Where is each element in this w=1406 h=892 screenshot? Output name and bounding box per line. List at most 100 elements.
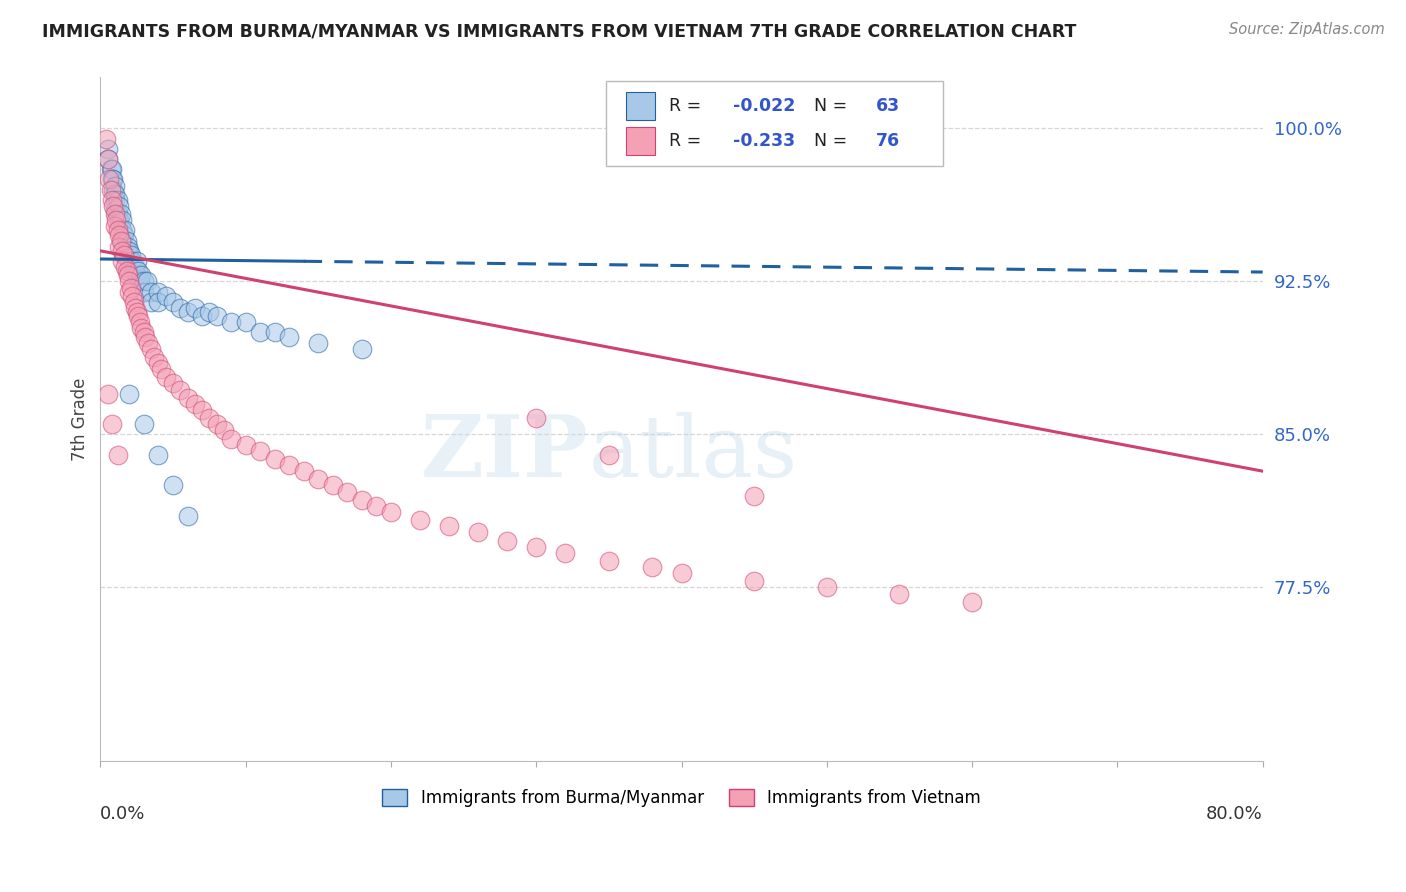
- Text: 63: 63: [876, 97, 900, 115]
- Point: [104, 219, 127, 234]
- Point: [111, 254, 134, 268]
- Text: -0.022: -0.022: [733, 97, 794, 115]
- Point: [110, 234, 132, 248]
- Point: [115, 234, 138, 248]
- Point: [97, 152, 120, 166]
- Point: [278, 329, 301, 343]
- Y-axis label: 7th Grade: 7th Grade: [72, 377, 89, 461]
- Point: [292, 464, 315, 478]
- Point: [554, 546, 576, 560]
- Point: [162, 294, 184, 309]
- Text: Source: ZipAtlas.com: Source: ZipAtlas.com: [1229, 22, 1385, 37]
- Point: [104, 178, 127, 193]
- Point: [169, 383, 191, 397]
- Point: [117, 268, 139, 283]
- Point: [104, 202, 127, 217]
- Point: [141, 294, 163, 309]
- Point: [115, 244, 138, 258]
- Point: [263, 451, 285, 466]
- Point: [322, 478, 344, 492]
- Text: atlas: atlas: [589, 412, 797, 495]
- Point: [96, 131, 118, 145]
- Point: [205, 417, 228, 432]
- Point: [100, 183, 122, 197]
- Point: [128, 275, 150, 289]
- Point: [120, 248, 142, 262]
- Point: [960, 595, 983, 609]
- Point: [278, 458, 301, 472]
- Point: [101, 162, 124, 177]
- Point: [467, 525, 489, 540]
- Point: [350, 492, 373, 507]
- Point: [249, 326, 271, 340]
- Point: [105, 213, 128, 227]
- Point: [107, 448, 129, 462]
- Point: [114, 260, 136, 275]
- Point: [112, 248, 135, 262]
- Point: [135, 275, 157, 289]
- Point: [125, 254, 148, 268]
- Point: [148, 285, 170, 299]
- Point: [815, 581, 838, 595]
- Point: [380, 505, 402, 519]
- Point: [118, 386, 141, 401]
- Point: [191, 309, 214, 323]
- Point: [176, 305, 198, 319]
- Point: [108, 227, 131, 242]
- Text: IMMIGRANTS FROM BURMA/MYANMAR VS IMMIGRANTS FROM VIETNAM 7TH GRADE CORRELATION C: IMMIGRANTS FROM BURMA/MYANMAR VS IMMIGRA…: [42, 22, 1077, 40]
- Point: [104, 207, 127, 221]
- Point: [104, 186, 127, 201]
- Point: [118, 264, 141, 278]
- Point: [169, 301, 191, 315]
- Point: [110, 207, 132, 221]
- Point: [114, 223, 136, 237]
- Point: [742, 489, 765, 503]
- Legend: Immigrants from Burma/Myanmar, Immigrants from Vietnam: Immigrants from Burma/Myanmar, Immigrant…: [375, 782, 987, 814]
- Point: [307, 472, 329, 486]
- Point: [437, 519, 460, 533]
- Point: [235, 315, 257, 329]
- Point: [117, 240, 139, 254]
- Point: [671, 566, 693, 581]
- Point: [235, 437, 257, 451]
- Point: [121, 289, 143, 303]
- Point: [141, 285, 163, 299]
- Text: ZIP: ZIP: [420, 411, 589, 495]
- Point: [148, 294, 170, 309]
- Point: [111, 223, 134, 237]
- Point: [162, 478, 184, 492]
- Point: [641, 560, 664, 574]
- Point: [496, 533, 519, 548]
- Point: [108, 240, 131, 254]
- Point: [307, 335, 329, 350]
- Point: [104, 193, 127, 207]
- Point: [129, 268, 152, 283]
- Point: [101, 172, 124, 186]
- Point: [184, 301, 207, 315]
- Text: R =: R =: [669, 97, 706, 115]
- FancyBboxPatch shape: [626, 93, 655, 120]
- Point: [97, 152, 120, 166]
- Point: [128, 315, 150, 329]
- Point: [350, 342, 373, 356]
- Point: [98, 172, 121, 186]
- Point: [162, 376, 184, 391]
- Text: 76: 76: [876, 132, 900, 150]
- Point: [122, 264, 145, 278]
- Point: [249, 443, 271, 458]
- Point: [132, 275, 155, 289]
- Point: [129, 321, 152, 335]
- Point: [118, 285, 141, 299]
- Point: [122, 294, 145, 309]
- FancyBboxPatch shape: [626, 128, 655, 154]
- Point: [111, 213, 134, 227]
- Point: [598, 448, 620, 462]
- Text: N =: N =: [814, 97, 853, 115]
- Point: [263, 326, 285, 340]
- Point: [125, 305, 148, 319]
- Point: [132, 285, 155, 299]
- Point: [136, 335, 159, 350]
- Point: [742, 574, 765, 589]
- Point: [143, 350, 166, 364]
- Text: 0.0%: 0.0%: [100, 805, 146, 823]
